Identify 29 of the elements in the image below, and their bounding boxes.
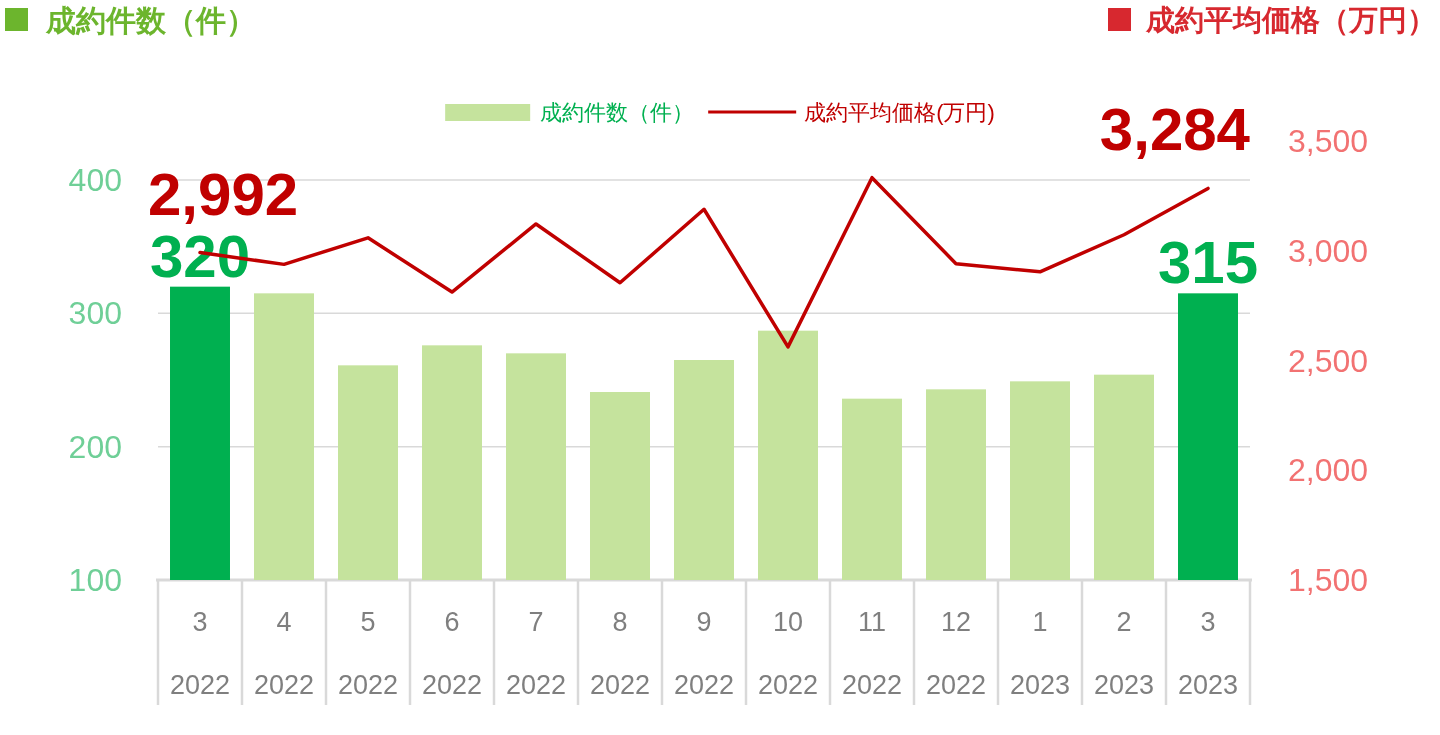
y-tick-label: 400	[68, 162, 122, 198]
y2-tick-label: 2,000	[1288, 452, 1369, 489]
category-label: 12 2022	[925, 607, 987, 700]
category-label: 11 2022	[841, 607, 903, 700]
data-label: 2,992	[148, 160, 299, 228]
legend-label: 成約件数（件）	[540, 99, 695, 125]
y-axis-title: 成約件数（件）	[45, 3, 256, 37]
legend-label: 成約平均価格(万円)	[804, 99, 995, 125]
category-label: 7 2022	[505, 607, 567, 700]
category-label: 9 2022	[673, 607, 735, 700]
category-label: 2 2023	[1093, 607, 1155, 700]
y2-tick-label: 3,500	[1288, 123, 1369, 159]
data-label: 315	[1157, 229, 1259, 297]
y-tick-label: 100	[68, 562, 122, 598]
category-label: 1 2023	[1009, 607, 1071, 700]
y2-tick-label: 2,500	[1288, 342, 1369, 379]
y-tick-label: 200	[68, 428, 122, 465]
category-label: 4 2022	[253, 607, 315, 700]
category-label: 5 2022	[337, 607, 399, 700]
y-tick-label: 300	[68, 295, 122, 332]
category-label: 3 2022	[169, 607, 231, 700]
y2-axis-title: 成約平均価格（万円）	[1145, 4, 1436, 36]
category-label: 6 2022	[421, 607, 483, 700]
data-label: 3,284	[1099, 96, 1251, 164]
y2-tick-label: 1,500	[1288, 562, 1369, 598]
category-label: 10 2022	[757, 607, 819, 700]
y2-tick-label: 3,000	[1288, 232, 1369, 269]
category-label: 8 2022	[589, 607, 651, 700]
category-label: 3 2023	[1177, 607, 1239, 700]
